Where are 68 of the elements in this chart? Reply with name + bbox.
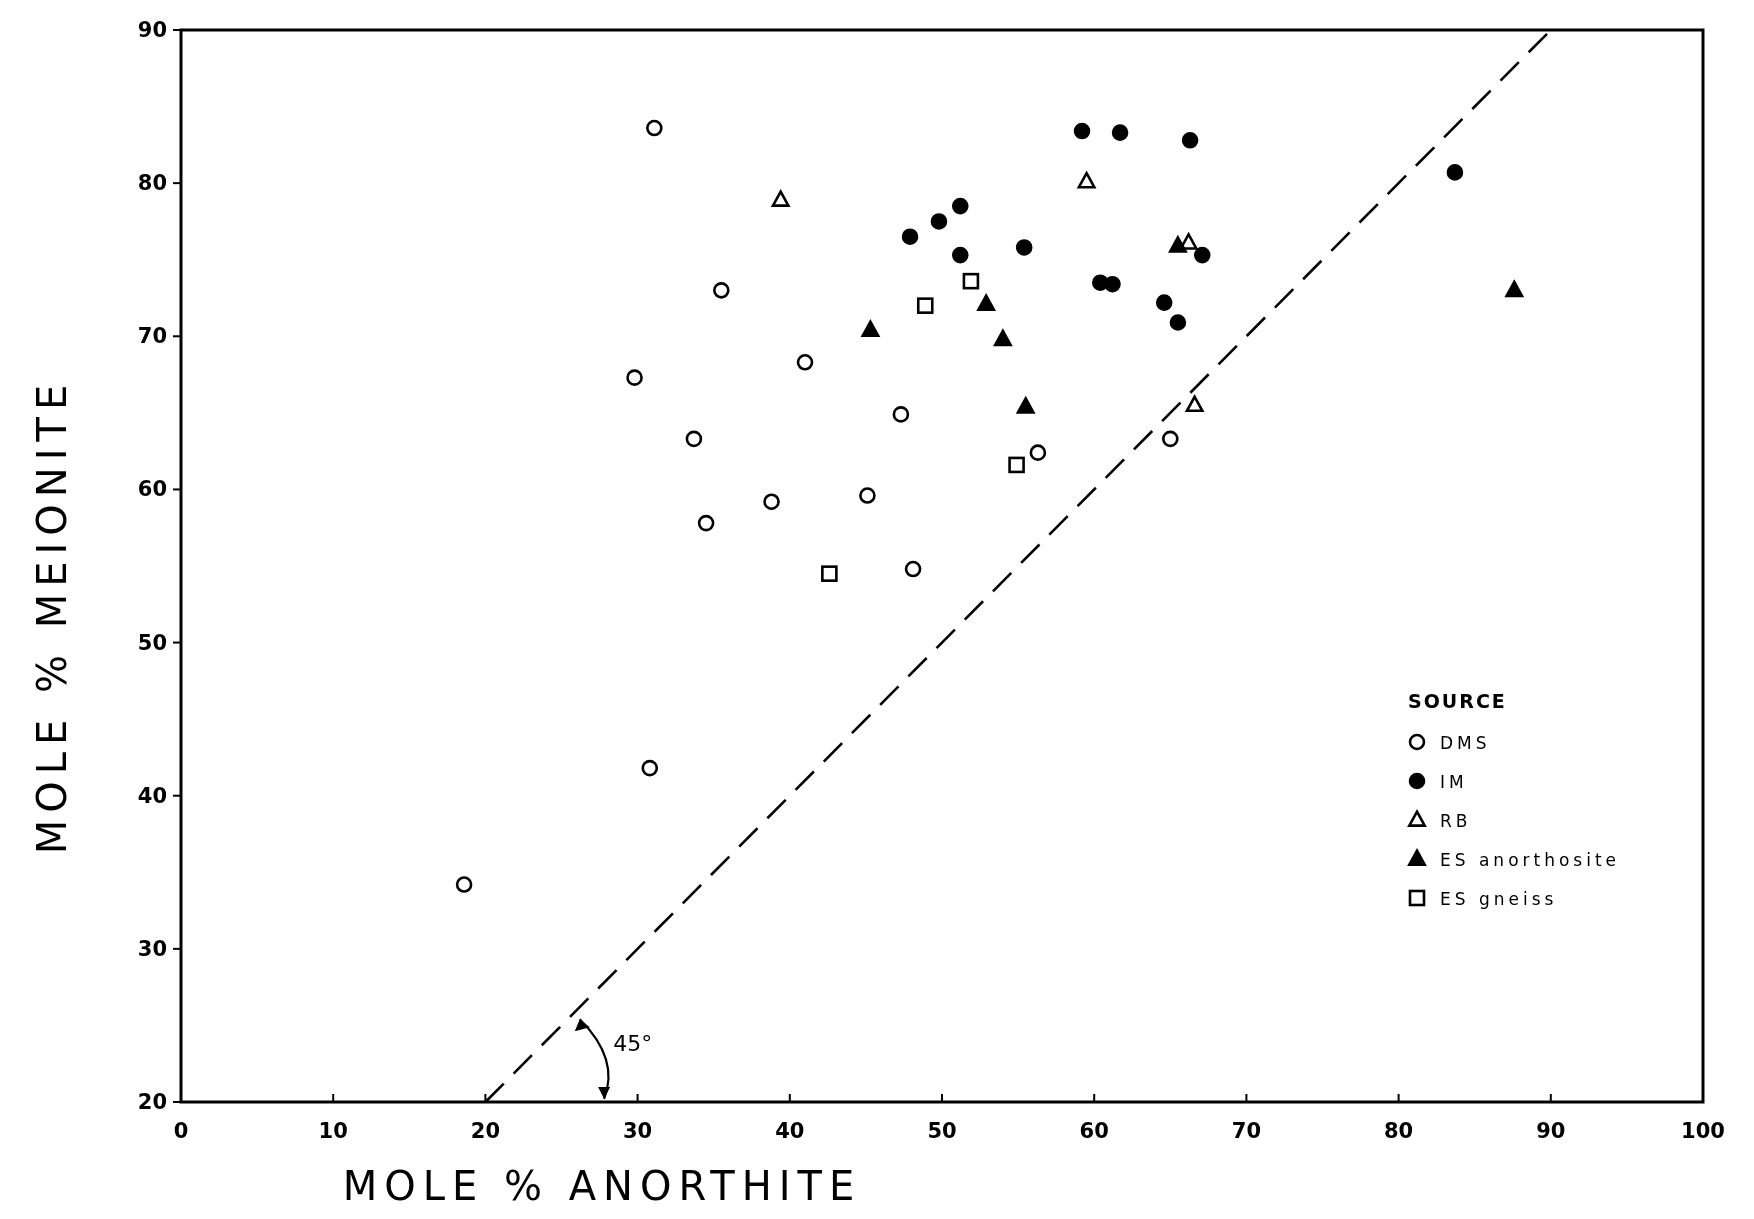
point [861,320,880,338]
x-tick-label: 20 [470,1119,501,1143]
point [892,406,910,423]
x-tick-label: 70 [1231,1119,1262,1143]
point [1111,124,1129,141]
point [455,876,473,893]
point [977,294,996,312]
point [1155,294,1173,311]
y-tick-label: 40 [137,783,167,808]
point [859,487,876,504]
point [1104,275,1121,293]
point [641,759,659,777]
point [626,369,643,386]
point [1169,314,1187,331]
point [1505,280,1524,298]
point [930,213,948,230]
y-tick-label: 20 [137,1090,167,1114]
y-axis-title: MOLE % MEIONITE [29,377,75,855]
x-tick-label: 60 [1079,1119,1109,1143]
point [916,297,934,314]
point [901,228,919,246]
point [1015,239,1033,256]
point [1193,246,1211,264]
point [1168,236,1187,253]
point [763,493,780,510]
x-tick-label: 90 [1536,1119,1566,1143]
y-tick-label: 70 [137,324,167,349]
legend-label: ES gneiss [1440,889,1558,909]
point [951,246,969,264]
point [993,329,1012,347]
x-tick-label: 30 [622,1119,653,1143]
point [646,119,663,137]
point [962,272,980,290]
point [1073,122,1091,140]
x-axis-title: MOLE % ANORTHITE [342,1163,862,1209]
x-tick-label: 40 [775,1119,805,1143]
point [951,197,969,215]
x-tick-label: 50 [927,1119,957,1143]
y-tick-label: 50 [137,630,167,655]
point [1162,430,1179,448]
x-tick-label: 0 [173,1119,189,1143]
point [713,282,730,299]
legend-label: IM [1440,772,1468,792]
point [1016,397,1035,414]
point [821,565,838,582]
legend-label: ES anorthosite [1440,850,1621,870]
legend-label: RB [1440,811,1472,831]
x-tick-label: 80 [1383,1119,1414,1143]
point [1029,444,1047,461]
point [1185,395,1204,413]
point [1008,456,1025,474]
legend-title: SOURCE [1408,690,1507,712]
point [685,430,703,448]
point [1181,131,1199,149]
y-tick-label: 80 [137,171,167,196]
point [1446,164,1464,181]
annotation: 45° [613,1031,653,1057]
x-tick-label: 10 [318,1119,348,1143]
point [1077,171,1096,189]
legend-label: DMS [1440,733,1491,753]
y-tick-label: 30 [137,936,167,961]
y-tick-label: 90 [137,18,167,42]
x-tick-label: 100 [1681,1119,1725,1143]
point [771,190,790,207]
point [697,514,715,532]
y-tick-label: 60 [137,477,167,502]
point [904,560,922,578]
point [796,354,814,371]
